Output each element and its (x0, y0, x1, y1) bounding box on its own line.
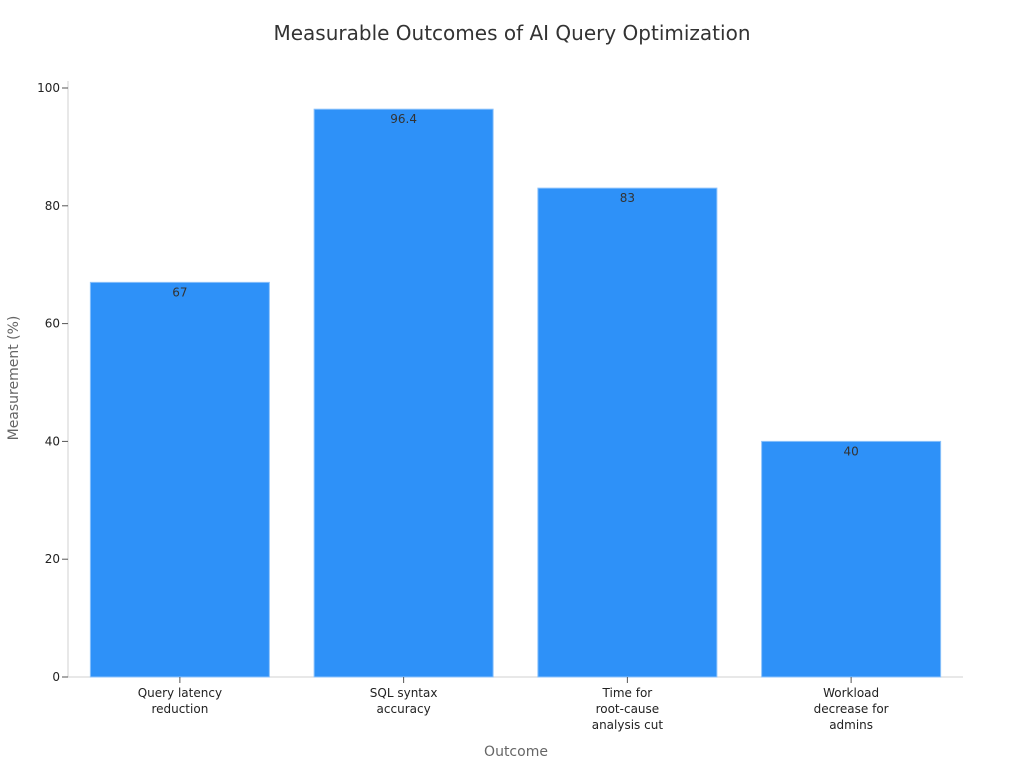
bar-value-label: 96.4 (390, 112, 417, 126)
x-tick-label: Time for root-cause analysis cut (592, 686, 664, 732)
bar (89, 281, 270, 678)
chart-title: Measurable Outcomes of AI Query Optimiza… (273, 21, 750, 45)
x-tick-label-line: Workload (823, 686, 879, 700)
x-tick-label-line: SQL syntax (370, 686, 438, 700)
y-tick-label: 80 (45, 199, 60, 213)
y-tick-label: 40 (45, 434, 60, 448)
bar (313, 108, 494, 678)
bar-value-label: 40 (843, 444, 858, 458)
bar-value-label: 83 (620, 191, 635, 205)
x-tick-label: SQL syntax accuracy (370, 686, 438, 716)
x-tick-label: Query latency reduction (138, 686, 222, 716)
x-tick-label-line: Time for (602, 686, 653, 700)
y-tick-label: 20 (45, 552, 60, 566)
x-tick-label-line: decrease for (814, 702, 889, 716)
bar (761, 440, 942, 678)
y-axis-label: Measurement (%) (6, 316, 22, 441)
bar (537, 187, 718, 678)
x-tick-label-line: reduction (151, 702, 208, 716)
bars (89, 108, 942, 678)
y-tick-label: 0 (52, 670, 60, 684)
data-labels: 67 96.4 83 40 (172, 112, 859, 458)
x-tick-label: Workload decrease for admins (814, 686, 889, 732)
y-tick-label: 60 (45, 317, 60, 331)
x-axis-label: Outcome (484, 744, 548, 760)
x-tick-label-line: analysis cut (592, 718, 664, 732)
x-tick-label-line: accuracy (377, 702, 431, 716)
x-tick-label-line: root-cause (596, 702, 660, 716)
y-tick-label: 100 (37, 81, 60, 95)
x-tick-label-line: admins (829, 718, 873, 732)
x-ticks: Query latency reduction SQL syntax accuracy… (138, 677, 889, 732)
y-ticks: 0 20 40 60 80 100 (37, 81, 68, 684)
x-tick-label-line: Query latency (138, 686, 222, 700)
bar-value-label: 67 (172, 285, 187, 299)
